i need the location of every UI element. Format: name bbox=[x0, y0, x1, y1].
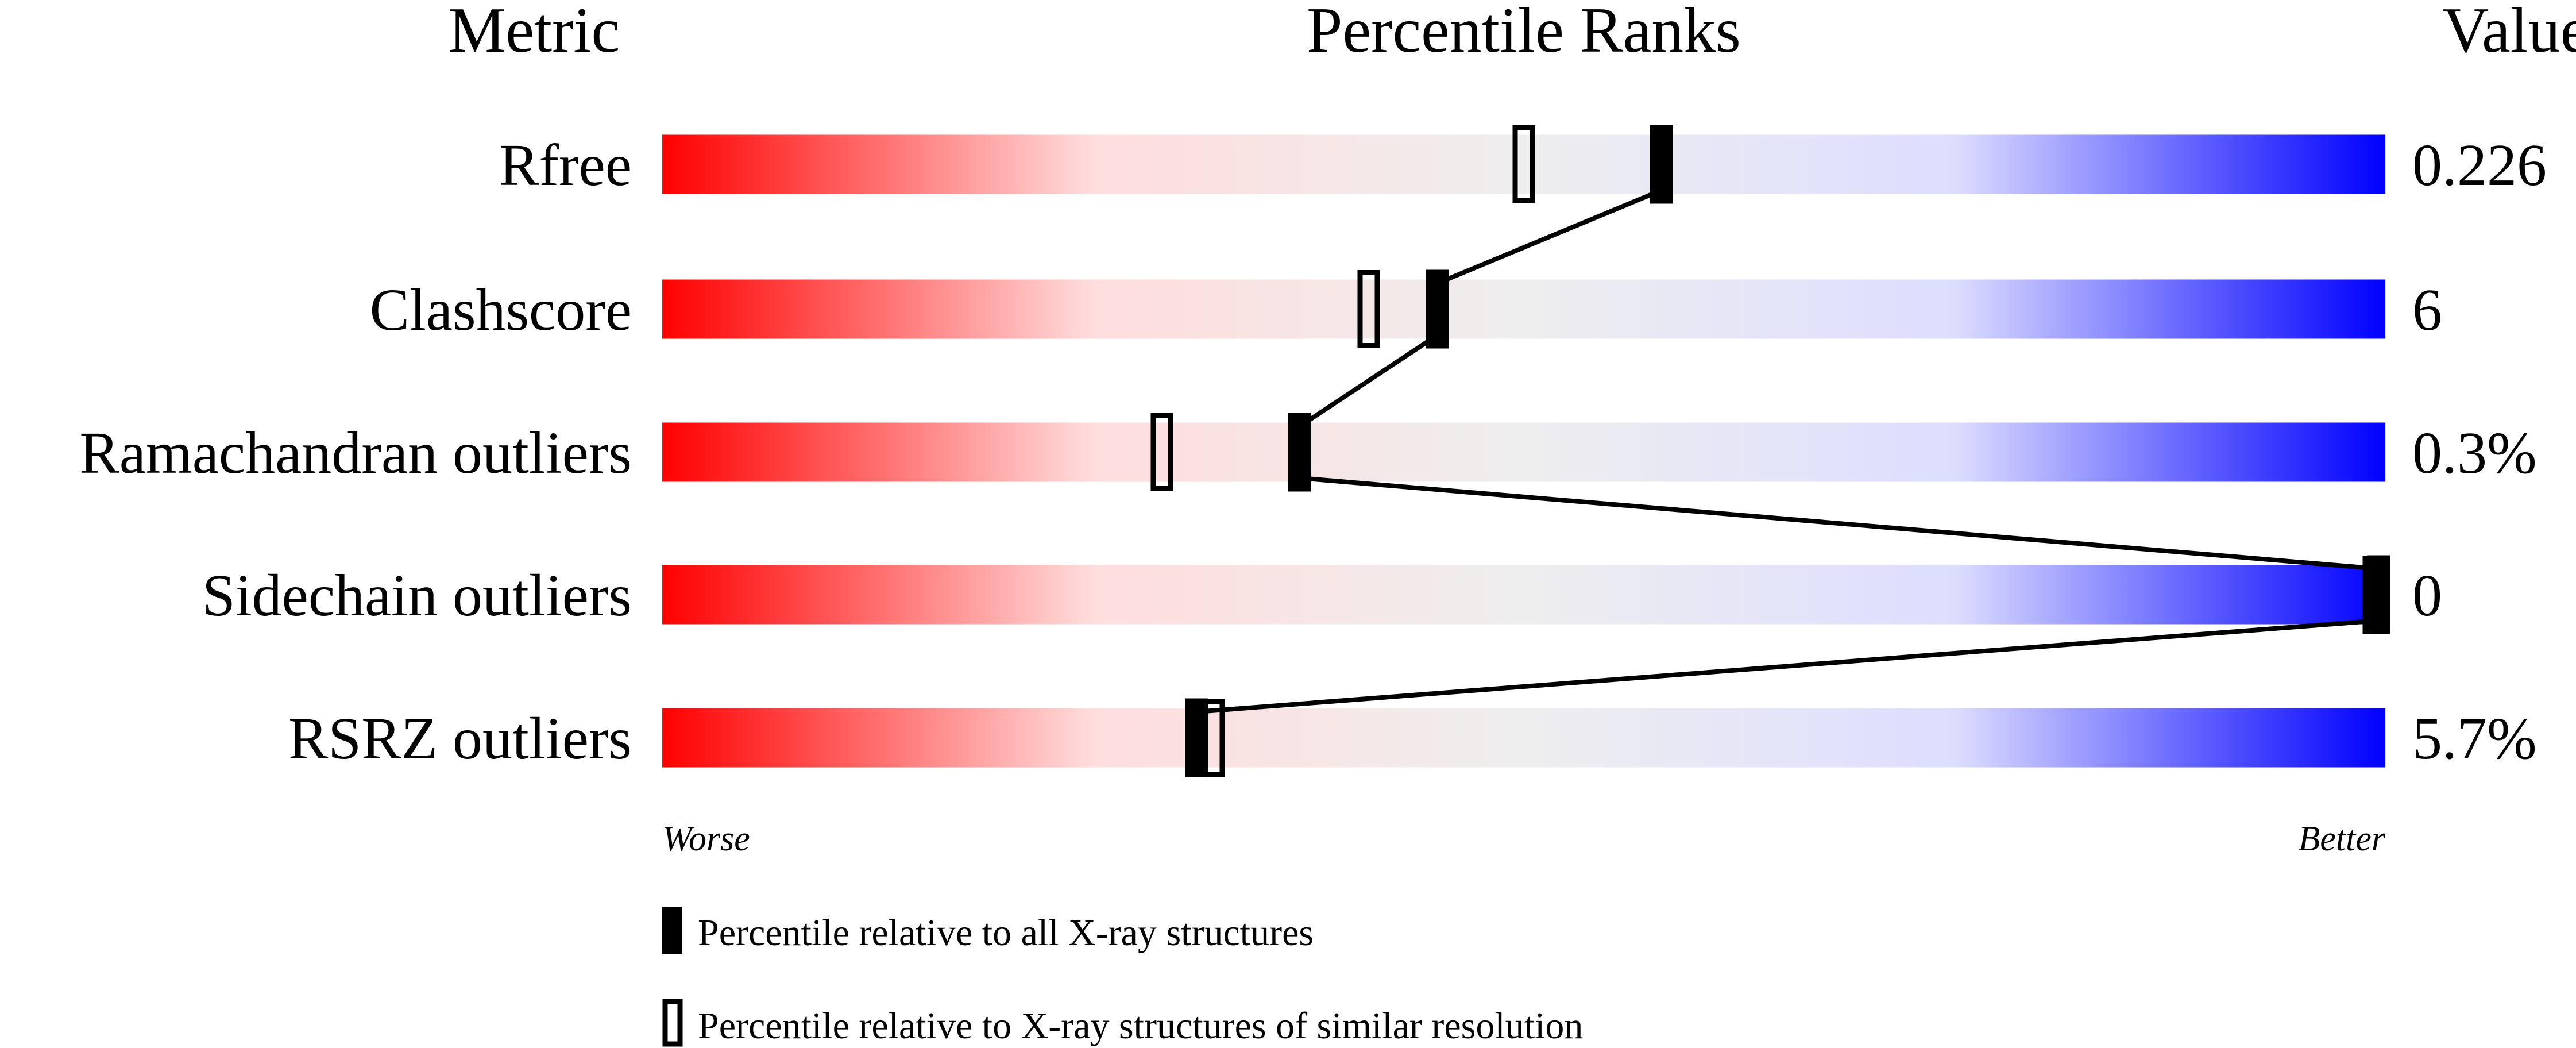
metric-label: Rfree bbox=[499, 132, 632, 198]
metric-value: 0 bbox=[2412, 562, 2442, 629]
header-value: Value bbox=[2442, 0, 2576, 66]
connector-line bbox=[1299, 476, 2379, 571]
metric-value: 0.226 bbox=[2412, 132, 2547, 198]
connector-line bbox=[1196, 618, 2379, 714]
worse-label: Worse bbox=[662, 819, 750, 858]
legend-filled-marker bbox=[662, 907, 682, 954]
marker-similar-resolution bbox=[1357, 270, 1380, 348]
percentile-bar bbox=[662, 134, 2385, 194]
percentile-bar bbox=[662, 279, 2385, 339]
metric-value: 6 bbox=[2412, 277, 2442, 343]
metric-label: Clashscore bbox=[370, 277, 632, 343]
percentile-bar bbox=[662, 708, 2385, 768]
legend-filled-label: Percentile relative to all X-ray structu… bbox=[698, 912, 1314, 954]
legend-open-marker bbox=[662, 999, 683, 1047]
header-metric: Metric bbox=[449, 0, 620, 66]
marker-all-structures bbox=[1650, 125, 1673, 204]
legend-open-label: Percentile relative to X-ray structures … bbox=[698, 1005, 1583, 1047]
metric-label: RSRZ outliers bbox=[288, 706, 632, 772]
metric-label: Sidechain outliers bbox=[202, 562, 632, 629]
marker-similar-resolution bbox=[1150, 413, 1173, 491]
percentile-bar bbox=[662, 422, 2385, 482]
header-percentile: Percentile Ranks bbox=[1307, 0, 1741, 66]
metric-value: 5.7% bbox=[2412, 706, 2537, 772]
percentile-bar bbox=[662, 565, 2385, 625]
metric-label: Ramachandran outliers bbox=[79, 420, 632, 486]
marker-all-structures bbox=[2367, 555, 2390, 634]
connector-line bbox=[1298, 333, 1439, 429]
marker-all-structures bbox=[1426, 269, 1449, 349]
connector-line bbox=[1436, 188, 1663, 286]
marker-similar-resolution bbox=[1512, 125, 1535, 203]
marker-all-structures bbox=[1185, 698, 1208, 777]
metric-value: 0.3% bbox=[2412, 420, 2537, 486]
better-label: Better bbox=[2299, 819, 2386, 858]
marker-all-structures bbox=[1288, 413, 1311, 492]
